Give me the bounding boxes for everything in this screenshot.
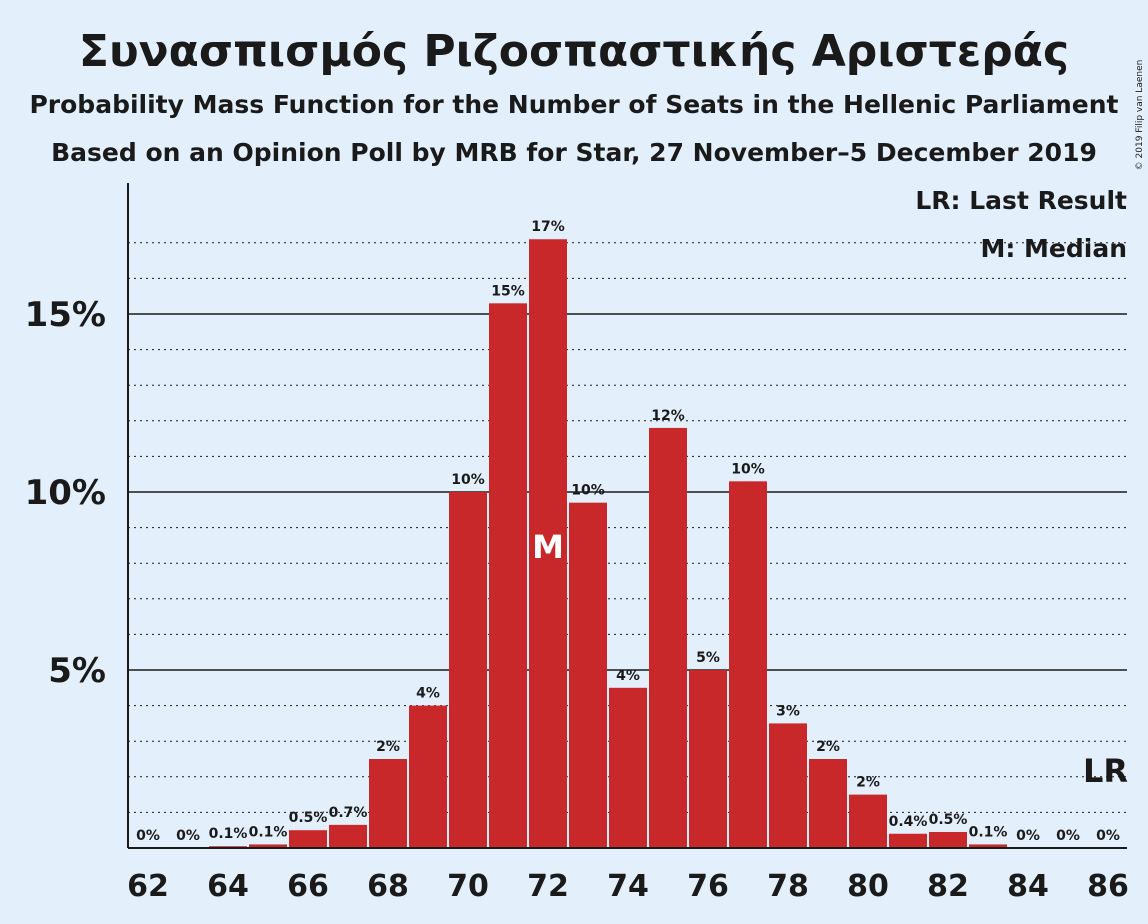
bar-label-62: 0%	[136, 828, 160, 844]
y-tick-label: 15%	[25, 295, 106, 335]
bar-label-63: 0%	[176, 828, 200, 844]
bar-82	[929, 831, 967, 848]
copyright-text: © 2019 Filip van Laenen	[1135, 60, 1145, 171]
bar-label-85: 0%	[1056, 828, 1080, 844]
bar-label-68: 2%	[376, 739, 400, 755]
bar-label-67: 0.7%	[329, 805, 368, 821]
bar-label-77: 10%	[731, 461, 765, 477]
x-tick-label: 76	[687, 869, 729, 904]
x-tick-labels: 62 64 66 68 70 72 74 76 78 80 82 84 86	[127, 869, 1129, 904]
bar-label-71: 15%	[491, 283, 525, 299]
x-tick-label: 62	[127, 869, 169, 904]
bar-label-75: 12%	[651, 408, 685, 424]
x-tick-label: 64	[207, 869, 249, 904]
x-tick-label: 74	[607, 869, 649, 904]
bar-label-86: 0%	[1096, 828, 1120, 844]
x-tick-label: 72	[527, 869, 569, 904]
bar-label-79: 2%	[816, 739, 840, 755]
bar-78	[769, 723, 807, 848]
bar-66	[289, 830, 327, 848]
y-tick-label: 10%	[25, 473, 106, 513]
x-tick-label: 80	[847, 869, 889, 904]
bar-label-74: 4%	[616, 668, 640, 684]
y-tick-labels: 5% 10% 15%	[25, 295, 106, 691]
bar-75	[649, 427, 687, 848]
bars	[209, 239, 1007, 849]
x-tick-label: 68	[367, 869, 409, 904]
x-tick-label: 84	[1007, 869, 1049, 904]
bar-83	[969, 844, 1007, 848]
bar-76	[689, 670, 727, 848]
bar-65	[249, 844, 287, 848]
bar-70	[449, 492, 487, 848]
legend-median: M: Median	[980, 234, 1127, 263]
x-tick-label: 70	[447, 869, 489, 904]
bar-72	[529, 239, 567, 849]
bar-label-80: 2%	[856, 775, 880, 791]
bar-label-83: 0.1%	[969, 824, 1008, 840]
bar-label-84: 0%	[1016, 828, 1040, 844]
y-tick-label: 5%	[48, 651, 106, 691]
bar-74	[609, 687, 647, 848]
bar-label-70: 10%	[451, 472, 485, 488]
bar-73	[569, 502, 607, 848]
bar-label-69: 4%	[416, 686, 440, 702]
bar-81	[889, 833, 927, 848]
x-tick-label: 82	[927, 869, 969, 904]
legend-last-result: LR: Last Result	[915, 186, 1127, 215]
bar-79	[809, 759, 847, 848]
bar-label-73: 10%	[571, 483, 605, 499]
bar-label-82: 0.5%	[929, 812, 968, 828]
bar-71	[489, 303, 527, 848]
bar-77	[729, 481, 767, 848]
bar-label-76: 5%	[696, 650, 720, 666]
bar-label-78: 3%	[776, 703, 800, 719]
x-tick-label: 78	[767, 869, 809, 904]
bar-label-66: 0.5%	[289, 810, 328, 826]
chart-subtitle: Probability Mass Function for the Number…	[29, 90, 1118, 119]
chart-subtitle-poll: Based on an Opinion Poll by MRB for Star…	[51, 138, 1097, 167]
chart-title: Συνασπισμός Ριζοσπαστικής Αριστεράς	[79, 26, 1069, 77]
last-result-marker: LR	[1083, 752, 1128, 790]
bar-label-81: 0.4%	[889, 814, 928, 830]
axes	[127, 183, 1127, 849]
bar-67	[329, 824, 367, 848]
bar-69	[409, 705, 447, 848]
x-tick-label: 66	[287, 869, 329, 904]
median-marker: M	[532, 528, 564, 566]
bar-label-72: 17%	[531, 219, 565, 235]
bar-68	[369, 759, 407, 848]
bar-label-65: 0.1%	[249, 824, 288, 840]
bar-labels: 0% 0% 0.1% 0.1%0.5% 0.7%2%4%10%15%17%10%4%12…	[136, 219, 1120, 844]
x-tick-label: 86	[1087, 869, 1129, 904]
bar-80	[849, 794, 887, 848]
bar-label-64: 0.1%	[209, 826, 248, 842]
